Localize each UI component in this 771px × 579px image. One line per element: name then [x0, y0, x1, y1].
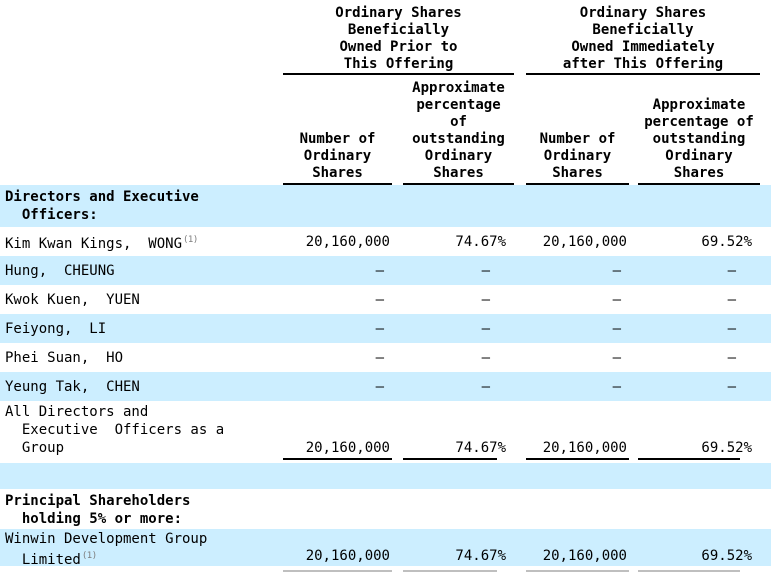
group-header-after-offering: Ordinary Shares Beneficially Owned Immed… — [526, 0, 760, 75]
cell-pct-before: 74.67% — [403, 440, 514, 463]
row-label: Kim Kwan Kings, WONG(1) — [0, 231, 283, 253]
column-header-pct-after: Approximate percentage of outstanding Or… — [638, 97, 760, 185]
row-label: Kwok Kuen, YUEN — [5, 291, 140, 308]
row-label: All Directors and Executive Officers as … — [5, 404, 225, 456]
section-label: Principal Shareholders holding 5% or mor… — [5, 493, 191, 527]
table-column-header-row: Number of Ordinary Shares Approximate pe… — [0, 79, 771, 185]
cell-shares-after: — — [612, 378, 621, 395]
table-row: Kim Kwan Kings, WONG(1) 20,160,000 74.67… — [0, 227, 771, 256]
row-label: Feiyong, LI — [5, 320, 107, 337]
cell-pct-after: — — [727, 349, 736, 366]
cell-shares-before: — — [375, 262, 384, 279]
cell-shares-after: 20,160,000 — [542, 233, 627, 250]
cell-pct-before: — — [481, 291, 490, 308]
cell-shares-before: — — [375, 349, 384, 366]
cell-pct-after: 69.52% — [701, 233, 752, 250]
rule-segment — [283, 570, 392, 572]
cell-pct-after: — — [727, 320, 736, 337]
cell-pct-after: 69.52% — [701, 548, 752, 564]
rule-segment — [526, 570, 629, 572]
row-label: Winwin Development Group Limited(1) — [0, 529, 283, 569]
group-header-prior-offering: Ordinary Shares Beneficially Owned Prior… — [283, 0, 514, 75]
cell-shares-after: — — [612, 320, 621, 337]
rule-segment — [638, 570, 740, 572]
column-header-pct-before: Approximate percentage of outstanding Or… — [403, 80, 514, 185]
table-row: Phei Suan, HO — — — — — [0, 343, 771, 372]
table-row: Kwok Kuen, YUEN — — — — — [0, 285, 771, 314]
cell-shares-before: 20,160,000 — [305, 233, 390, 250]
table-group-header-row: Ordinary Shares Beneficially Owned Prior… — [0, 0, 771, 75]
cell-shares-before: — — [375, 320, 384, 337]
shareholder-name: Winwin Development Group Limited — [5, 531, 208, 568]
cell-shares-before: — — [375, 291, 384, 308]
cell-pct-before: 74.67% — [455, 548, 506, 564]
cell-shares-after: — — [612, 291, 621, 308]
empty-stripe-row — [0, 463, 771, 489]
table-row: Yeung Tak, CHEN — — — — — [0, 372, 771, 401]
cell-shares-before: 20,160,000 — [283, 440, 392, 463]
cell-shares-before: 20,160,000 — [305, 548, 390, 564]
section-label: Directors and Executive Officers: — [5, 189, 199, 223]
table-row: Hung, CHEUNG — — — — — [0, 256, 771, 285]
footnote-ref: (1) — [183, 234, 198, 245]
cell-pct-before: — — [481, 378, 490, 395]
column-header-shares-after: Number of Ordinary Shares — [526, 131, 629, 185]
table-row: Winwin Development Group Limited(1) 20,1… — [0, 529, 771, 569]
rule-segment — [403, 570, 497, 572]
table-row-total: All Directors and Executive Officers as … — [0, 401, 771, 463]
cell-shares-after: — — [612, 262, 621, 279]
column-header-shares-before: Number of Ordinary Shares — [283, 131, 392, 185]
cell-shares-after: — — [612, 349, 621, 366]
row-label: Hung, CHEUNG — [5, 262, 115, 279]
cell-shares-before: — — [375, 378, 384, 395]
cell-pct-before: — — [481, 349, 490, 366]
cell-pct-after: — — [727, 262, 736, 279]
cutoff-underline-row — [0, 566, 771, 579]
shareholder-name: Kim Kwan Kings, WONG — [5, 235, 183, 252]
cell-pct-before: — — [481, 262, 490, 279]
cell-pct-before: 74.67% — [455, 233, 506, 250]
section-row-principal-shareholders: Principal Shareholders holding 5% or mor… — [0, 489, 771, 529]
cell-shares-after: 20,160,000 — [542, 548, 627, 564]
cell-shares-after: 20,160,000 — [526, 440, 629, 463]
footnote-ref: (1) — [81, 551, 97, 561]
cell-pct-after: — — [727, 378, 736, 395]
table-row: Feiyong, LI — — — — — [0, 314, 771, 343]
section-row-directors: Directors and Executive Officers: — [0, 185, 771, 227]
row-label: Yeung Tak, CHEN — [5, 378, 140, 395]
cell-pct-after: 69.52% — [638, 440, 760, 463]
row-label: Phei Suan, HO — [5, 349, 124, 366]
cell-pct-before: — — [481, 320, 490, 337]
cell-pct-after: — — [727, 291, 736, 308]
